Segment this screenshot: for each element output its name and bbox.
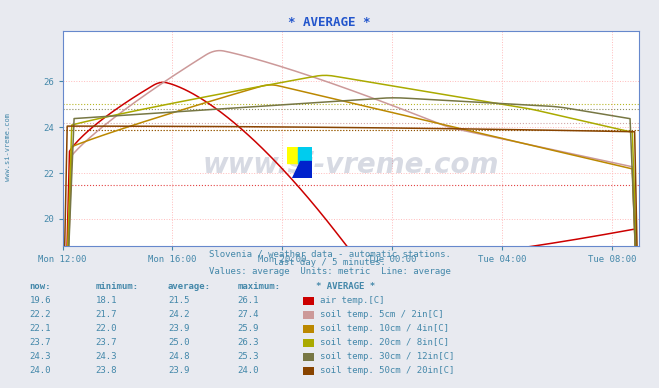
Text: 25.3: 25.3: [237, 352, 259, 361]
Text: 23.7: 23.7: [30, 338, 51, 347]
Text: 24.0: 24.0: [237, 366, 259, 375]
Text: average:: average:: [168, 282, 211, 291]
Text: minimum:: minimum:: [96, 282, 138, 291]
Text: 24.3: 24.3: [96, 352, 117, 361]
Text: soil temp. 50cm / 20in[C]: soil temp. 50cm / 20in[C]: [320, 366, 454, 375]
Text: Values: average  Units: metric  Line: average: Values: average Units: metric Line: aver…: [208, 267, 451, 275]
Text: 21.7: 21.7: [96, 310, 117, 319]
Text: soil temp. 20cm / 8in[C]: soil temp. 20cm / 8in[C]: [320, 338, 449, 347]
Text: 21.5: 21.5: [168, 296, 190, 305]
Text: 22.1: 22.1: [30, 324, 51, 333]
Text: last day / 5 minutes.: last day / 5 minutes.: [273, 258, 386, 267]
Text: 25.0: 25.0: [168, 338, 190, 347]
Text: 27.4: 27.4: [237, 310, 259, 319]
Text: soil temp. 10cm / 4in[C]: soil temp. 10cm / 4in[C]: [320, 324, 449, 333]
Text: www.si-vreme.com: www.si-vreme.com: [203, 151, 499, 178]
Text: soil temp. 30cm / 12in[C]: soil temp. 30cm / 12in[C]: [320, 352, 454, 361]
Text: Slovenia / weather data - automatic stations.: Slovenia / weather data - automatic stat…: [208, 250, 451, 259]
Text: * AVERAGE *: * AVERAGE *: [288, 16, 371, 29]
Text: 24.8: 24.8: [168, 352, 190, 361]
Polygon shape: [292, 161, 312, 178]
Text: 24.2: 24.2: [168, 310, 190, 319]
Text: 24.3: 24.3: [30, 352, 51, 361]
Text: 22.0: 22.0: [96, 324, 117, 333]
Text: * AVERAGE *: * AVERAGE *: [316, 282, 376, 291]
Text: 24.0: 24.0: [30, 366, 51, 375]
Text: 23.8: 23.8: [96, 366, 117, 375]
Text: 22.2: 22.2: [30, 310, 51, 319]
Text: 26.1: 26.1: [237, 296, 259, 305]
Text: 25.9: 25.9: [237, 324, 259, 333]
Text: 23.9: 23.9: [168, 324, 190, 333]
Text: 18.1: 18.1: [96, 296, 117, 305]
Text: www.si-vreme.com: www.si-vreme.com: [5, 113, 11, 182]
Text: air temp.[C]: air temp.[C]: [320, 296, 384, 305]
Polygon shape: [298, 147, 312, 163]
Text: 26.3: 26.3: [237, 338, 259, 347]
Text: soil temp. 5cm / 2in[C]: soil temp. 5cm / 2in[C]: [320, 310, 444, 319]
Text: maximum:: maximum:: [237, 282, 280, 291]
Text: 19.6: 19.6: [30, 296, 51, 305]
Text: 23.9: 23.9: [168, 366, 190, 375]
Text: now:: now:: [30, 282, 51, 291]
Text: 23.7: 23.7: [96, 338, 117, 347]
Polygon shape: [287, 147, 301, 163]
